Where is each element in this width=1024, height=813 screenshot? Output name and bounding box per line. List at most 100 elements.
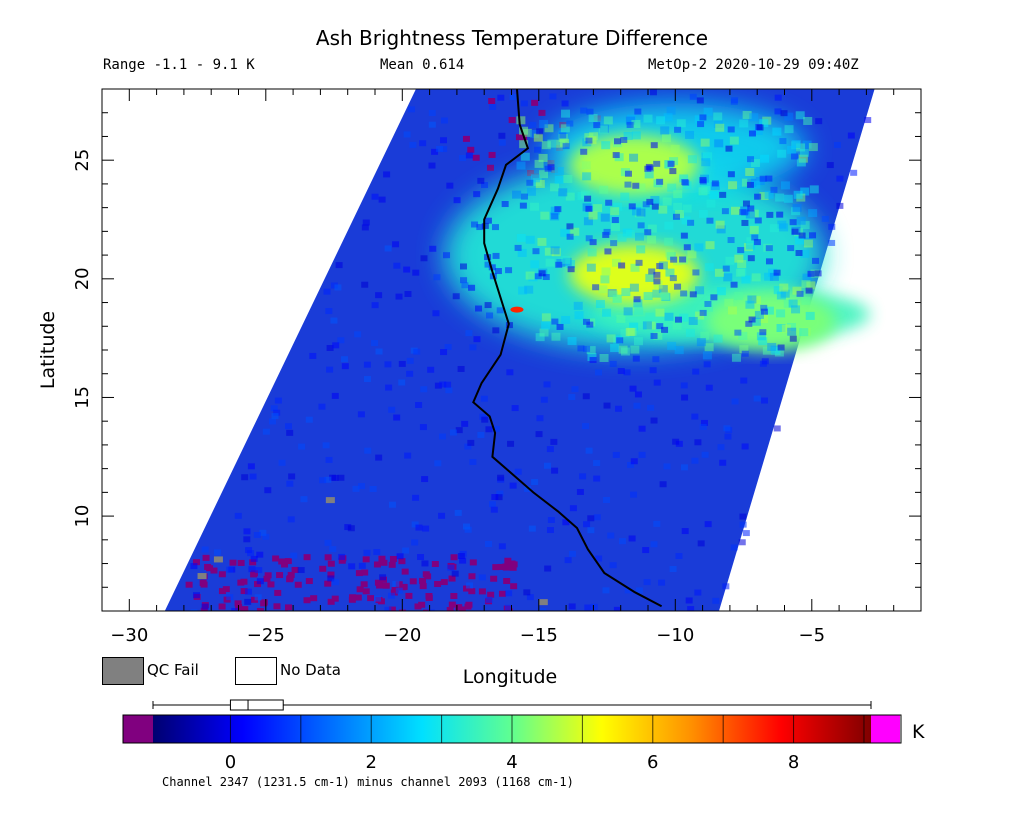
data-pixel (241, 474, 249, 481)
data-pixel (741, 219, 749, 226)
data-pixel (481, 416, 489, 423)
data-pixel (651, 203, 659, 210)
ash-plume (444, 103, 870, 362)
data-pixel (471, 221, 479, 228)
under-range-pixel (200, 581, 208, 588)
plume-pixel (556, 139, 566, 148)
plume-pixel (779, 283, 789, 292)
data-pixel (507, 440, 515, 447)
data-pixel (469, 458, 477, 465)
data-pixel (705, 384, 713, 391)
data-pixel (498, 132, 506, 139)
data-pixel (371, 302, 379, 309)
under-range-pixel (469, 559, 477, 566)
under-range-pixel (504, 557, 512, 564)
under-range-pixel (237, 579, 245, 586)
data-pixel (453, 197, 461, 204)
data-pixel (687, 219, 695, 226)
plume-pixel (784, 125, 794, 134)
data-pixel (544, 165, 552, 172)
plume-pixel (550, 246, 560, 255)
data-pixel (338, 553, 346, 560)
plume-pixel (764, 306, 774, 315)
plume-pixel (525, 235, 535, 244)
data-pixel (643, 579, 651, 586)
plume-pixel (783, 299, 793, 308)
pixel-noise (188, 89, 872, 611)
plume-pixel (599, 353, 609, 362)
plume-pixel (713, 112, 723, 121)
data-pixel (638, 425, 646, 432)
data-pixel (477, 177, 485, 184)
data-pixel (697, 121, 705, 128)
plume-pixel (665, 268, 675, 277)
data-pixel (633, 402, 641, 409)
under-range-pixel (222, 586, 230, 593)
data-pixel (546, 527, 554, 534)
data-pixel (648, 268, 656, 275)
plume-pixel (645, 312, 655, 321)
x-tick-label: −20 (383, 625, 421, 646)
data-pixel (549, 93, 557, 100)
plume-pixel (800, 249, 810, 258)
data-pixel (421, 560, 429, 567)
data-pixel (269, 418, 277, 425)
data-pixel (774, 94, 782, 101)
plume-pixel (741, 178, 751, 187)
data-pixel (689, 93, 697, 100)
data-pixel (777, 344, 785, 351)
data-pixel (593, 460, 601, 467)
data-pixel (747, 255, 755, 262)
data-pixel (427, 609, 435, 611)
under-range-pixel (291, 566, 299, 573)
data-pixel (669, 565, 677, 572)
plume-pixel (703, 303, 713, 312)
plume-pixel (696, 338, 706, 347)
data-pixel (438, 512, 446, 519)
under-range-pixel (256, 607, 264, 611)
plume-pixel (759, 119, 769, 128)
data-pixel (341, 363, 349, 370)
data-pixel (506, 369, 514, 376)
plume-pixel (715, 123, 725, 132)
plume-pixel (655, 308, 665, 317)
y-axis-label: Latitude (37, 311, 59, 389)
data-pixel (535, 431, 543, 438)
under-range-pixel (380, 559, 388, 566)
plume-pixel (590, 171, 600, 180)
data-pixel (273, 409, 281, 416)
data-pixel (699, 309, 707, 316)
data-pixel (593, 514, 601, 521)
under-range-pixel (284, 558, 292, 565)
data-pixel (628, 535, 636, 542)
plume-pixel (769, 272, 779, 281)
data-pixel (680, 232, 688, 239)
data-pixel (396, 553, 404, 560)
plume-pixel (764, 190, 774, 199)
plume-pixel (620, 192, 630, 201)
data-pixel (254, 594, 262, 601)
data-pixel (618, 538, 626, 545)
data-pixel (814, 270, 822, 277)
under-range-pixel (218, 603, 226, 610)
data-pixel (584, 604, 592, 611)
under-range-pixel (398, 558, 406, 565)
plume-pixel (730, 206, 740, 215)
data-pixel (434, 460, 442, 467)
plume-pixel (687, 155, 697, 164)
data-pixel (247, 550, 255, 557)
data-pixel (457, 365, 465, 372)
under-range-pixel (547, 160, 555, 167)
data-pixel (332, 579, 340, 586)
data-pixel (610, 240, 618, 247)
data-pixel (809, 232, 817, 239)
data-pixel (650, 332, 658, 339)
data-pixel (452, 293, 460, 300)
plume-pixel (519, 126, 529, 135)
data-pixel (642, 201, 650, 208)
data-pixel (347, 525, 355, 532)
under-range-pixel (287, 571, 295, 578)
data-pixel (589, 239, 597, 246)
data-pixel (431, 148, 439, 155)
under-range-pixel (331, 595, 339, 602)
